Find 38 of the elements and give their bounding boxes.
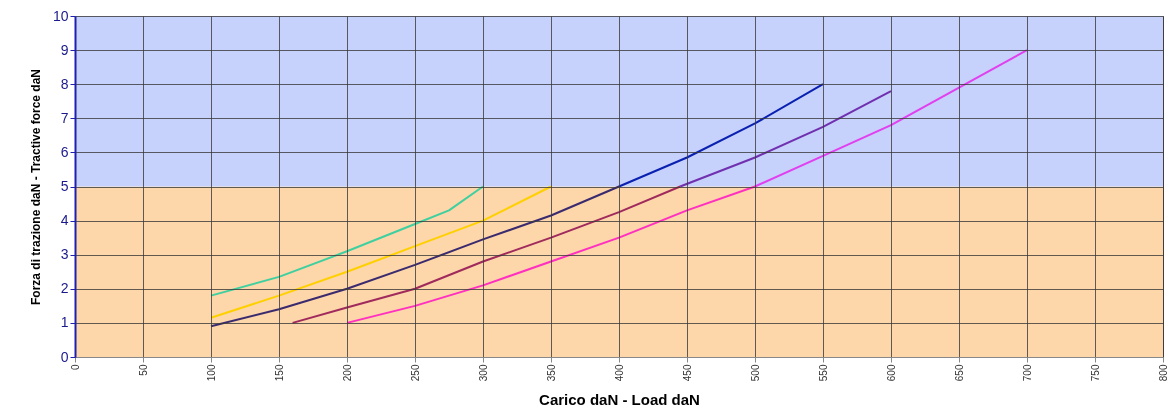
x-tick-label: 150 [273, 364, 285, 382]
y-tick-label: 2 [60, 280, 69, 297]
x-tick-label: 500 [749, 364, 761, 382]
x-tick-label: 350 [545, 364, 557, 382]
line-series [210, 185, 620, 328]
y-tick-label: 8 [60, 75, 69, 92]
line-series [679, 90, 892, 188]
y-tick-label: 4 [60, 212, 69, 229]
x-tick-label: 0 [69, 364, 81, 371]
line-series [210, 185, 552, 319]
y-tick-label: 0 [60, 348, 69, 365]
x-tick-label: 200 [341, 364, 353, 382]
y-tick-label: 5 [60, 178, 69, 194]
x-tick-label: 550 [817, 364, 829, 382]
y-tick-label: 6 [60, 143, 69, 160]
line-series [618, 83, 824, 188]
x-tick-label: 300 [477, 364, 489, 382]
x-tick-label: 400 [613, 364, 625, 382]
x-tick-label: 800 [1157, 364, 1169, 382]
line-series [210, 185, 484, 297]
y-tick-label: 9 [60, 41, 69, 58]
x-tick-label: 250 [409, 364, 421, 382]
x-tick-label: 100 [205, 364, 217, 382]
y-tick-label: 10 [52, 7, 69, 24]
line-series [291, 185, 682, 324]
x-tick-label: 700 [1021, 364, 1033, 382]
y-tick-label: 3 [60, 246, 69, 263]
x-tick-label: 750 [1089, 364, 1101, 382]
y-axis-title: Forza di trazione daN - Tractive force daN [28, 68, 43, 306]
x-tick-label: 450 [681, 364, 693, 382]
line-series [346, 185, 756, 324]
x-tick-label: 650 [953, 364, 965, 382]
x-axis-title: Carico daN - Load daN [539, 391, 700, 409]
y-tick-label: 7 [60, 109, 69, 126]
line-series [754, 49, 1028, 188]
y-tick-label: 1 [60, 314, 69, 331]
x-tick-label: 50 [137, 364, 149, 376]
x-tick-label: 600 [885, 364, 897, 382]
